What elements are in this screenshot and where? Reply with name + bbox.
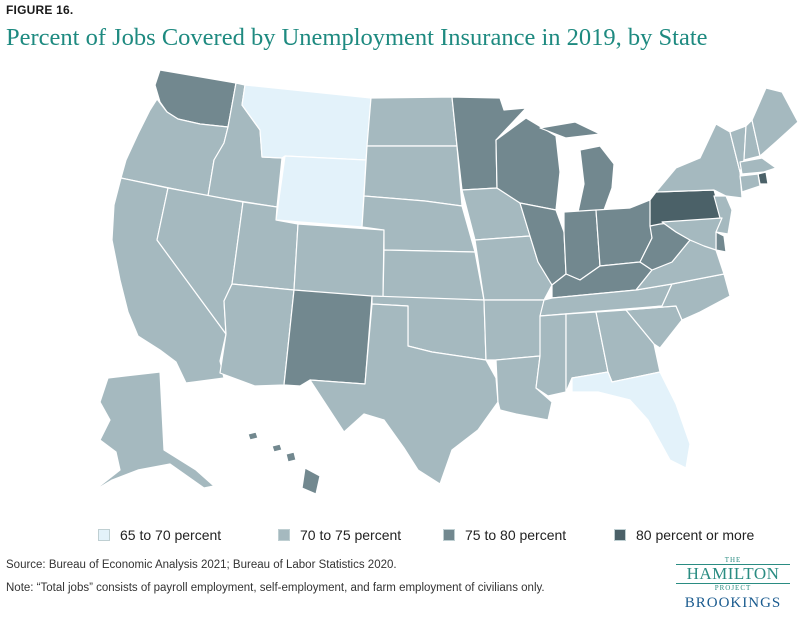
state-md — [661, 217, 723, 251]
state-ar — [483, 299, 545, 361]
state-co — [293, 223, 385, 299]
legend-swatch — [443, 529, 455, 541]
legend-label: 70 to 75 percent — [300, 527, 402, 543]
state-ak — [91, 371, 215, 493]
state-nd — [366, 96, 458, 147]
state-ms — [535, 313, 567, 397]
logo-the: THE — [724, 556, 742, 564]
logo-hamilton: HAMILTON — [676, 564, 790, 584]
state-hi — [247, 431, 321, 495]
state-mi — [539, 121, 615, 213]
legend-swatch — [98, 529, 110, 541]
state-me — [751, 87, 799, 157]
legend-item-65-70: 65 to 70 percent — [98, 527, 221, 543]
state-tx — [309, 303, 499, 485]
logo-brookings: BROOKINGS — [684, 595, 782, 611]
legend-item-70-75: 70 to 75 percent — [278, 527, 401, 543]
source-note: Source: Bureau of Economic Analysis 2021… — [6, 559, 397, 571]
legend-label: 65 to 70 percent — [120, 527, 222, 543]
state-ny — [655, 123, 743, 199]
state-nm — [283, 289, 373, 387]
logo-project: PROJECT — [714, 584, 752, 592]
state-az — [219, 283, 295, 387]
legend-label: 80 percent or more — [636, 527, 755, 543]
legend-swatch — [278, 529, 290, 541]
footnote: Note: “Total jobs” consists of payroll e… — [6, 582, 545, 594]
legend-swatch — [614, 529, 626, 541]
map-title: Percent of Jobs Covered by Unemployment … — [6, 24, 708, 51]
legend-item-80-plus: 80 percent or more — [614, 527, 754, 543]
hamilton-brookings-logo: THE HAMILTON PROJECT BROOKINGS — [672, 556, 794, 612]
state-ma — [739, 157, 777, 175]
state-ct — [739, 173, 761, 193]
state-ks — [382, 249, 485, 301]
figure-label: FIGURE 16. — [6, 3, 74, 17]
legend-label: 75 to 80 percent — [465, 527, 567, 543]
legend-item-75-80: 75 to 80 percent — [443, 527, 566, 543]
state-wi — [495, 117, 561, 211]
state-wy — [275, 155, 367, 228]
state-mt — [241, 84, 372, 161]
state-de — [715, 231, 727, 253]
legend: 65 to 70 percent 70 to 75 percent 75 to … — [0, 527, 800, 549]
state-fl — [571, 371, 691, 469]
